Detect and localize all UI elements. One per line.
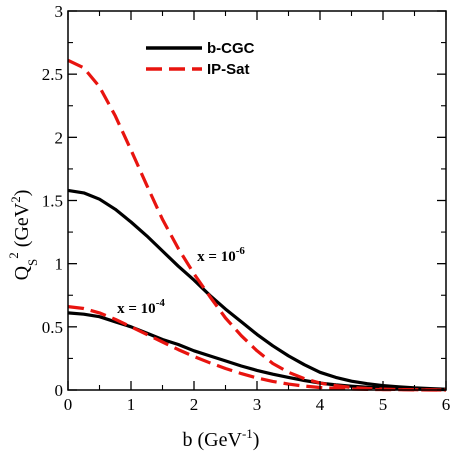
- annotation-1: x = 10-6: [197, 245, 245, 265]
- y-tick-label: 2: [55, 128, 64, 147]
- x-tick-label: 2: [190, 395, 199, 414]
- legend-label-1: b-CGC: [207, 40, 255, 57]
- legend-label-2: IP-Sat: [207, 61, 250, 78]
- series-line-4: [67, 305, 446, 392]
- y-tick-label: 3: [55, 2, 64, 21]
- x-tick-label: 1: [127, 395, 136, 414]
- curves-layer: [67, 58, 447, 392]
- legend: b-CGC IP-Sat: [146, 40, 255, 78]
- annotation-2: x = 10-4: [117, 297, 165, 317]
- y-axis-title: QS2 (GeV2): [6, 190, 40, 281]
- y-tick-label: 2.5: [42, 65, 63, 84]
- x-tick-label: 0: [64, 395, 73, 414]
- ticks-layer: 0 1 2 3 4 5 6 0 0.5 1 1.5 2 2.5 3: [42, 2, 451, 414]
- y-tick-label: 0.5: [42, 318, 63, 337]
- x-tick-label: 6: [442, 395, 451, 414]
- y-tick-label: 0: [55, 381, 64, 400]
- annotations-layer: x = 10-6 x = 10-4: [117, 245, 245, 317]
- x-tick-label: 4: [316, 395, 325, 414]
- x-axis-title: b (GeV-1): [183, 426, 260, 451]
- series-line-1: [67, 188, 447, 391]
- x-tick-label: 5: [379, 395, 388, 414]
- series-line-3: [67, 58, 447, 392]
- y-tick-label: 1: [55, 255, 64, 274]
- x-tick-label: 3: [253, 395, 262, 414]
- y-tick-label: 1.5: [42, 192, 63, 211]
